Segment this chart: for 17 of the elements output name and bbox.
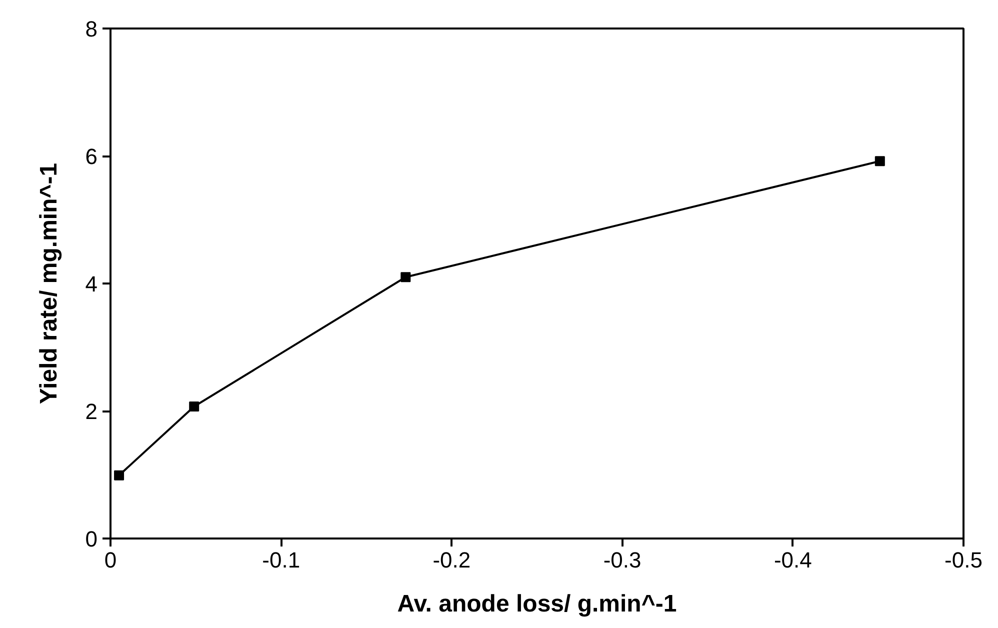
y-tick-label: 6 <box>85 144 98 169</box>
x-tick-label: -0.1 <box>262 548 300 572</box>
point <box>114 470 124 480</box>
x-tick-label: 0 <box>104 548 117 572</box>
point <box>400 272 411 282</box>
y-tick-label: 0 <box>85 526 98 552</box>
x-tick-label: -0.4 <box>774 548 812 572</box>
x-tick-label: -0.5 <box>944 548 982 572</box>
x-tick-label: -0.2 <box>432 548 471 572</box>
x-axis-title: Av. anode loss/ g.min^-1 <box>397 590 677 618</box>
point <box>189 402 200 412</box>
y-tick-label: 8 <box>85 16 98 42</box>
y-axis-title: Yield rate/ mg.min^-1 <box>35 162 62 404</box>
y-tick-label: 2 <box>85 399 98 424</box>
point <box>874 156 885 166</box>
x-tick-label: -0.3 <box>603 548 642 572</box>
y-tick-label: 4 <box>85 272 98 296</box>
